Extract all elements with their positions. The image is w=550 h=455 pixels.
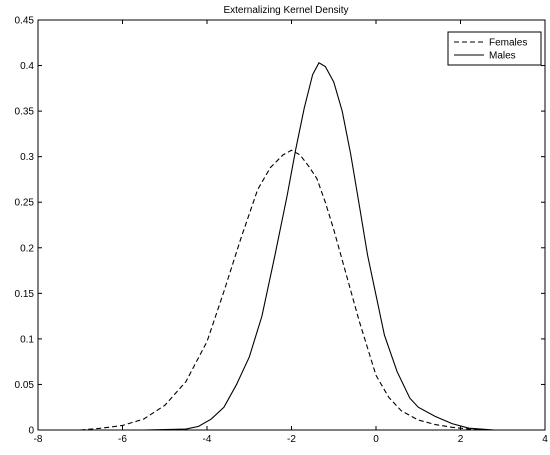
y-tick-label: 0.25	[15, 198, 35, 209]
x-tick-label: -6	[118, 434, 127, 445]
y-tick-label: 0.3	[20, 152, 34, 163]
legend-box	[447, 31, 542, 66]
legend: Females Males	[447, 31, 542, 66]
x-tick-label: -8	[34, 434, 43, 445]
chart-title: Externalizing Kernel Density	[223, 5, 348, 16]
x-tick-label: -2	[287, 434, 296, 445]
plot-frame	[37, 19, 546, 431]
y-tick-label: 0.4	[20, 61, 34, 72]
y-tick-label: 0.35	[15, 107, 35, 118]
y-tick-label: 0.2	[20, 243, 34, 254]
legend-label-females: Females	[489, 38, 527, 49]
x-tick-label: 2	[458, 434, 464, 445]
series-line-males	[143, 62, 495, 431]
y-tick-label: 0.1	[20, 334, 34, 345]
y-tick-label: 0.05	[15, 380, 35, 391]
x-tick-label: -4	[203, 434, 212, 445]
plot-area: -8 -6 -4 -2 0 2 4 0 0.05 0.1 0.15 0.2 0.25 0.3 0.35 0.4…	[15, 16, 549, 446]
x-tick-label: 4	[542, 434, 548, 445]
series-line-females	[80, 149, 486, 431]
y-tick-label: 0.45	[15, 16, 35, 27]
legend-label-males: Males	[489, 51, 516, 62]
x-tick-label: 0	[373, 434, 379, 445]
y-tick-label: 0.15	[15, 289, 35, 300]
y-tick-label: 0	[28, 426, 34, 437]
